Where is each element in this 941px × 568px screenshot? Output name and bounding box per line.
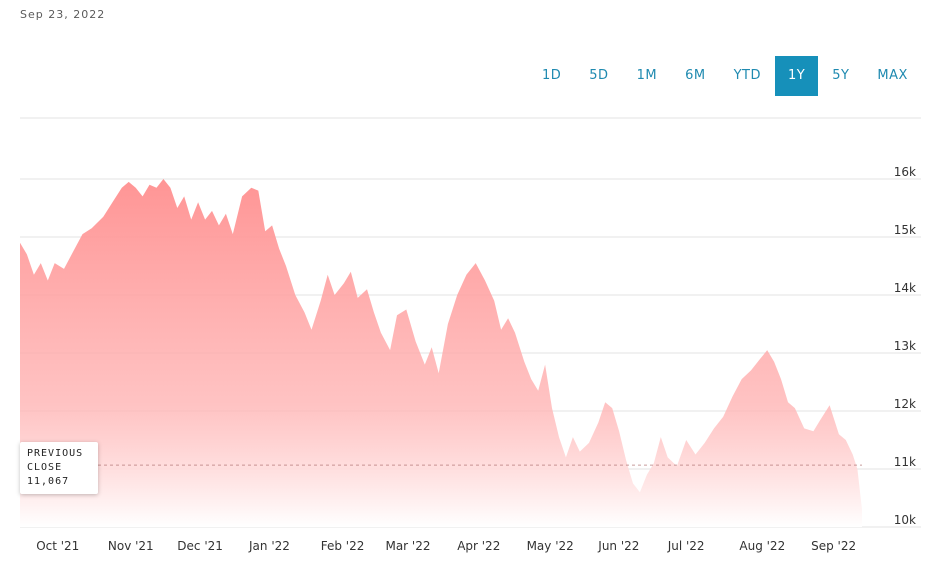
range-button-1m[interactable]: 1M bbox=[636, 68, 658, 83]
area-series bbox=[20, 179, 862, 527]
x-tick-label: Apr '22 bbox=[457, 539, 500, 553]
y-tick-label: 10k bbox=[894, 513, 916, 527]
previous-close-label-line1: PREVIOUS bbox=[27, 448, 84, 459]
y-tick-label: 11k bbox=[894, 455, 916, 469]
range-button-5d[interactable]: 5D bbox=[589, 68, 609, 83]
y-tick-label: 13k bbox=[894, 339, 916, 353]
range-button-max[interactable]: MAX bbox=[877, 68, 908, 83]
range-button-1y[interactable]: 1Y bbox=[774, 56, 819, 96]
x-tick-label: May '22 bbox=[527, 539, 574, 553]
as-of-date: Sep 23, 2022 bbox=[20, 8, 106, 21]
y-tick-label: 15k bbox=[894, 223, 916, 237]
x-tick-label: Jan '22 bbox=[248, 539, 290, 553]
range-button-6m[interactable]: 6M bbox=[685, 68, 706, 83]
y-axis: 10k 11k 12k 13k 14k 15k 16k bbox=[894, 165, 916, 527]
previous-close-value: 11,067 bbox=[27, 476, 70, 487]
range-button-5y[interactable]: 5Y bbox=[832, 68, 850, 83]
previous-close-tooltip: PREVIOUS CLOSE 11,067 bbox=[20, 442, 98, 494]
series-area bbox=[20, 179, 862, 527]
price-chart[interactable]: 10k 11k 12k 13k 14k 15k 16k Oct '21 Nov '21 Dec … bbox=[0, 110, 941, 568]
x-tick-label: Jul '22 bbox=[667, 539, 705, 553]
range-button-ytd[interactable]: YTD bbox=[733, 68, 761, 83]
x-tick-label: Dec '21 bbox=[177, 539, 223, 553]
y-tick-label: 16k bbox=[894, 165, 916, 179]
x-axis: Oct '21 Nov '21 Dec '21 Jan '22 Feb '22 Mar '… bbox=[36, 539, 856, 553]
y-tick-label: 14k bbox=[894, 281, 916, 295]
range-button-1d[interactable]: 1D bbox=[542, 68, 562, 83]
x-tick-label: Sep '22 bbox=[811, 539, 856, 553]
range-selector: 1D 5D 1M 6M YTD 1Y 5Y MAX bbox=[528, 56, 922, 96]
previous-close-label-line2: CLOSE bbox=[27, 462, 63, 473]
y-tick-label: 12k bbox=[894, 397, 916, 411]
x-tick-label: Oct '21 bbox=[36, 539, 79, 553]
x-tick-label: Aug '22 bbox=[739, 539, 785, 553]
x-tick-label: Nov '21 bbox=[108, 539, 154, 553]
x-tick-label: Feb '22 bbox=[321, 539, 365, 553]
x-tick-label: Jun '22 bbox=[597, 539, 639, 553]
x-tick-label: Mar '22 bbox=[385, 539, 430, 553]
